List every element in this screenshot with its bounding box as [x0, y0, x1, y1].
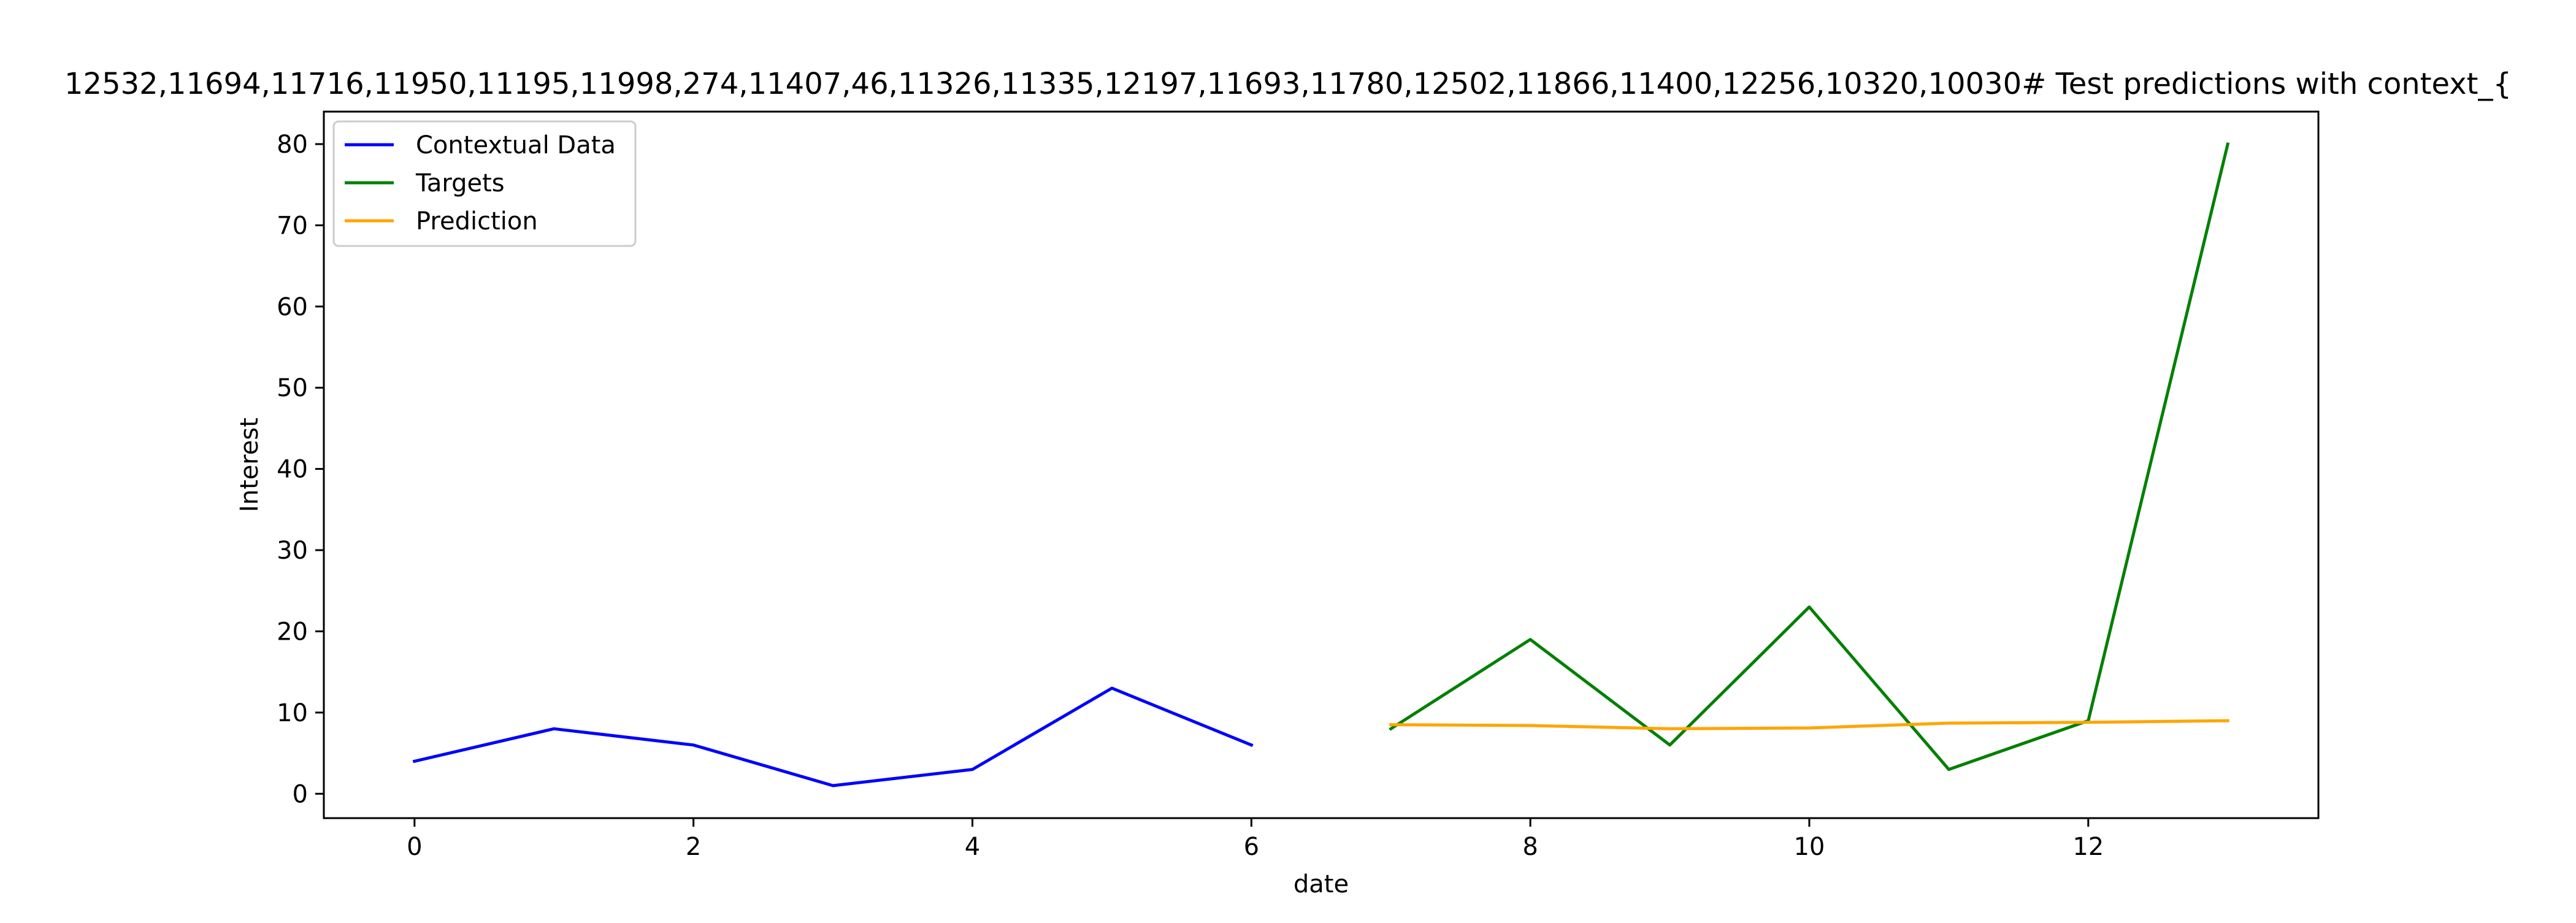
legend-label: Contextual Data	[416, 131, 616, 159]
x-tick-label: 10	[1793, 833, 1825, 861]
x-tick-label: 2	[686, 833, 701, 861]
y-tick-label: 30	[277, 537, 308, 565]
y-tick-label: 50	[277, 374, 308, 402]
y-tick-label: 60	[277, 293, 308, 321]
legend-label: Prediction	[416, 207, 538, 236]
y-tick-label: 70	[277, 212, 308, 240]
y-tick-label: 0	[293, 780, 308, 808]
y-tick-label: 40	[277, 456, 308, 484]
x-tick-label: 8	[1522, 833, 1538, 861]
y-tick-label: 80	[277, 131, 308, 159]
x-tick-label: 12	[2072, 833, 2104, 861]
legend-label: Targets	[415, 169, 505, 197]
x-tick-label: 4	[965, 833, 980, 861]
x-tick-label: 6	[1244, 833, 1259, 861]
y-axis-label: Interest	[236, 418, 264, 512]
x-tick-label: 0	[407, 833, 422, 861]
y-tick-label: 20	[277, 618, 308, 646]
legend: Contextual Data Targets Prediction	[334, 121, 635, 246]
chart-title: 12532,11694,11716,11950,11195,11998,274,…	[64, 67, 2512, 101]
y-tick-label: 10	[277, 699, 308, 727]
x-axis-label: date	[1294, 870, 1349, 898]
